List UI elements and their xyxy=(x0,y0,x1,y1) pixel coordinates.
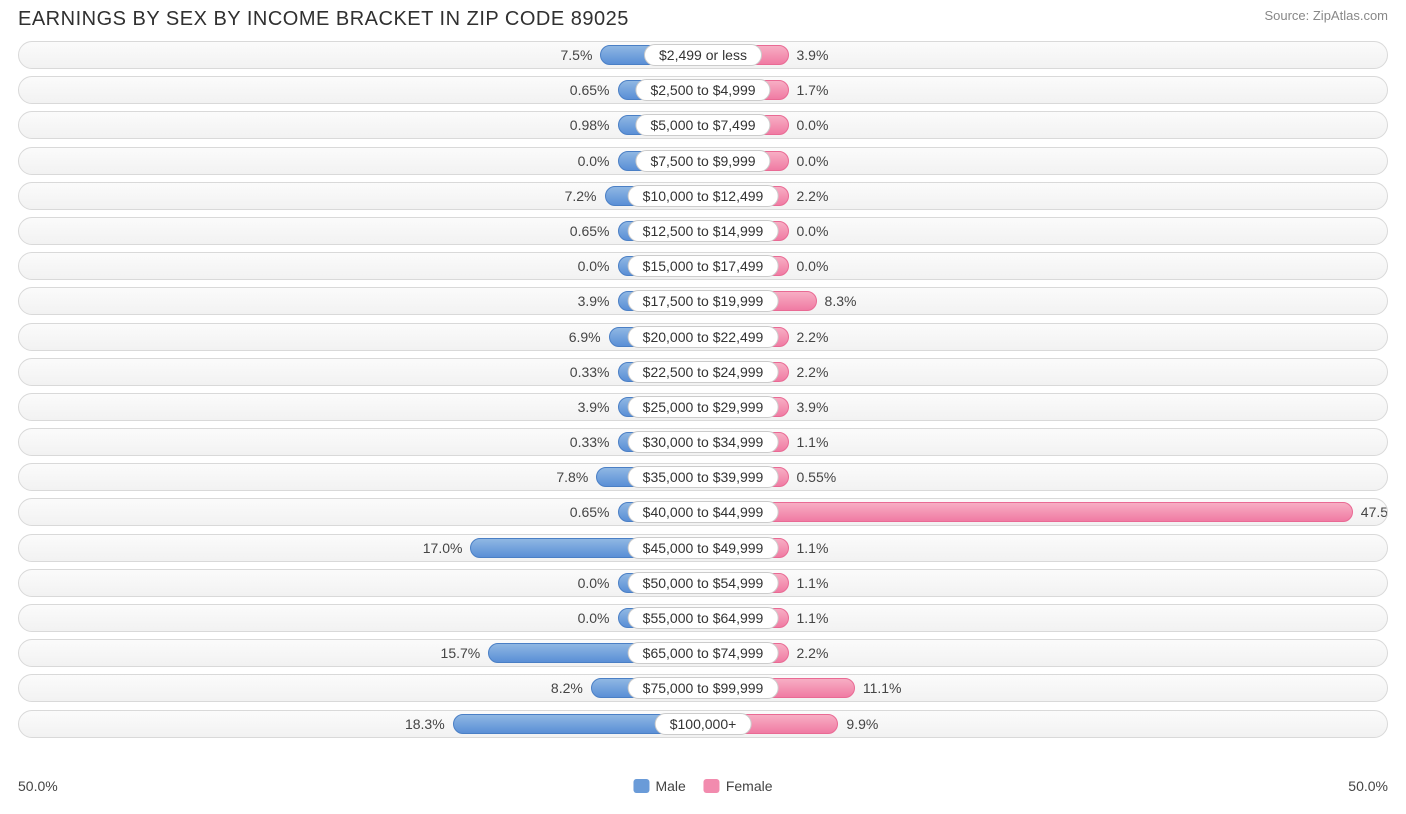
male-value-label: 0.65% xyxy=(570,82,610,98)
female-value-label: 8.3% xyxy=(825,293,857,309)
male-value-label: 7.5% xyxy=(560,47,592,63)
male-value-label: 0.0% xyxy=(578,258,610,274)
chart-row: 0.33% 2.2% $22,500 to $24,999 xyxy=(18,358,1388,386)
male-value-label: 0.0% xyxy=(578,153,610,169)
female-value-label: 2.2% xyxy=(797,645,829,661)
female-value-label: 0.0% xyxy=(797,258,829,274)
male-value-label: 6.9% xyxy=(569,329,601,345)
female-swatch-icon xyxy=(704,779,720,793)
chart-row: 17.0% 1.1% $45,000 to $49,999 xyxy=(18,534,1388,562)
chart-row: 0.0% 1.1% $50,000 to $54,999 xyxy=(18,569,1388,597)
chart-row: 6.9% 2.2% $20,000 to $22,499 xyxy=(18,323,1388,351)
male-value-label: 0.98% xyxy=(570,117,610,133)
bracket-label: $20,000 to $22,499 xyxy=(628,326,779,348)
chart-row: 0.0% 0.0% $7,500 to $9,999 xyxy=(18,147,1388,175)
chart-row: 8.2% 11.1% $75,000 to $99,999 xyxy=(18,674,1388,702)
female-value-label: 9.9% xyxy=(846,716,878,732)
male-value-label: 18.3% xyxy=(405,716,445,732)
male-value-label: 0.0% xyxy=(578,610,610,626)
bracket-label: $50,000 to $54,999 xyxy=(628,572,779,594)
female-value-label: 3.9% xyxy=(797,47,829,63)
chart-header: EARNINGS BY SEX BY INCOME BRACKET IN ZIP… xyxy=(0,0,1406,35)
male-value-label: 7.2% xyxy=(565,188,597,204)
male-value-label: 3.9% xyxy=(578,399,610,415)
female-value-label: 0.0% xyxy=(797,117,829,133)
female-value-label: 1.7% xyxy=(797,82,829,98)
male-value-label: 0.65% xyxy=(570,223,610,239)
chart-area: 7.5% 3.9% $2,499 or less 0.65% 1.7% $2,500 to… xyxy=(0,35,1406,738)
legend-male-label: Male xyxy=(655,778,685,794)
female-value-label: 0.55% xyxy=(797,469,837,485)
female-value-label: 1.1% xyxy=(797,575,829,591)
chart-row: 3.9% 8.3% $17,500 to $19,999 xyxy=(18,287,1388,315)
male-value-label: 0.65% xyxy=(570,504,610,520)
male-value-label: 17.0% xyxy=(423,540,463,556)
legend: Male Female xyxy=(633,778,772,794)
chart-row: 15.7% 2.2% $65,000 to $74,999 xyxy=(18,639,1388,667)
female-value-label: 2.2% xyxy=(797,188,829,204)
bracket-label: $17,500 to $19,999 xyxy=(628,290,779,312)
chart-footer: 50.0% Male Female 50.0% xyxy=(18,778,1388,794)
bracket-label: $2,500 to $4,999 xyxy=(635,79,770,101)
bracket-label: $55,000 to $64,999 xyxy=(628,607,779,629)
bracket-label: $30,000 to $34,999 xyxy=(628,431,779,453)
chart-title: EARNINGS BY SEX BY INCOME BRACKET IN ZIP… xyxy=(18,8,629,31)
bracket-label: $2,499 or less xyxy=(644,44,762,66)
axis-right-max: 50.0% xyxy=(1348,778,1388,794)
bracket-label: $5,000 to $7,499 xyxy=(635,114,770,136)
male-value-label: 0.33% xyxy=(570,434,610,450)
female-value-label: 2.2% xyxy=(797,364,829,380)
female-value-label: 1.1% xyxy=(797,434,829,450)
chart-row: 0.65% 0.0% $12,500 to $14,999 xyxy=(18,217,1388,245)
female-bar xyxy=(703,502,1353,522)
female-value-label: 47.5% xyxy=(1361,504,1388,520)
male-swatch-icon xyxy=(633,779,649,793)
male-value-label: 0.0% xyxy=(578,575,610,591)
bracket-label: $10,000 to $12,499 xyxy=(628,185,779,207)
chart-row: 0.0% 1.1% $55,000 to $64,999 xyxy=(18,604,1388,632)
female-value-label: 0.0% xyxy=(797,153,829,169)
female-value-label: 3.9% xyxy=(797,399,829,415)
legend-male: Male xyxy=(633,778,685,794)
bracket-label: $7,500 to $9,999 xyxy=(635,150,770,172)
chart-row: 18.3% 9.9% $100,000+ xyxy=(18,710,1388,738)
axis-left-max: 50.0% xyxy=(18,778,58,794)
bracket-label: $22,500 to $24,999 xyxy=(628,361,779,383)
bracket-label: $25,000 to $29,999 xyxy=(628,396,779,418)
chart-row: 7.5% 3.9% $2,499 or less xyxy=(18,41,1388,69)
male-value-label: 3.9% xyxy=(578,293,610,309)
male-value-label: 0.33% xyxy=(570,364,610,380)
bracket-label: $45,000 to $49,999 xyxy=(628,537,779,559)
chart-row: 7.2% 2.2% $10,000 to $12,499 xyxy=(18,182,1388,210)
legend-female: Female xyxy=(704,778,773,794)
bracket-label: $35,000 to $39,999 xyxy=(628,466,779,488)
legend-female-label: Female xyxy=(726,778,773,794)
chart-row: 7.8% 0.55% $35,000 to $39,999 xyxy=(18,463,1388,491)
chart-row: 0.33% 1.1% $30,000 to $34,999 xyxy=(18,428,1388,456)
bracket-label: $15,000 to $17,499 xyxy=(628,255,779,277)
female-value-label: 0.0% xyxy=(797,223,829,239)
bracket-label: $65,000 to $74,999 xyxy=(628,642,779,664)
female-value-label: 11.1% xyxy=(863,680,902,696)
bracket-label: $12,500 to $14,999 xyxy=(628,220,779,242)
female-value-label: 2.2% xyxy=(797,329,829,345)
chart-row: 0.65% 1.7% $2,500 to $4,999 xyxy=(18,76,1388,104)
male-value-label: 15.7% xyxy=(441,645,481,661)
female-value-label: 1.1% xyxy=(797,540,829,556)
male-value-label: 8.2% xyxy=(551,680,583,696)
male-value-label: 7.8% xyxy=(556,469,588,485)
bracket-label: $100,000+ xyxy=(655,713,752,735)
female-value-label: 1.1% xyxy=(797,610,829,626)
chart-row: 0.0% 0.0% $15,000 to $17,499 xyxy=(18,252,1388,280)
chart-row: 3.9% 3.9% $25,000 to $29,999 xyxy=(18,393,1388,421)
chart-row: 0.65% 47.5% $40,000 to $44,999 xyxy=(18,498,1388,526)
bracket-label: $75,000 to $99,999 xyxy=(628,677,779,699)
bracket-label: $40,000 to $44,999 xyxy=(628,501,779,523)
chart-row: 0.98% 0.0% $5,000 to $7,499 xyxy=(18,111,1388,139)
chart-source: Source: ZipAtlas.com xyxy=(1264,8,1388,23)
